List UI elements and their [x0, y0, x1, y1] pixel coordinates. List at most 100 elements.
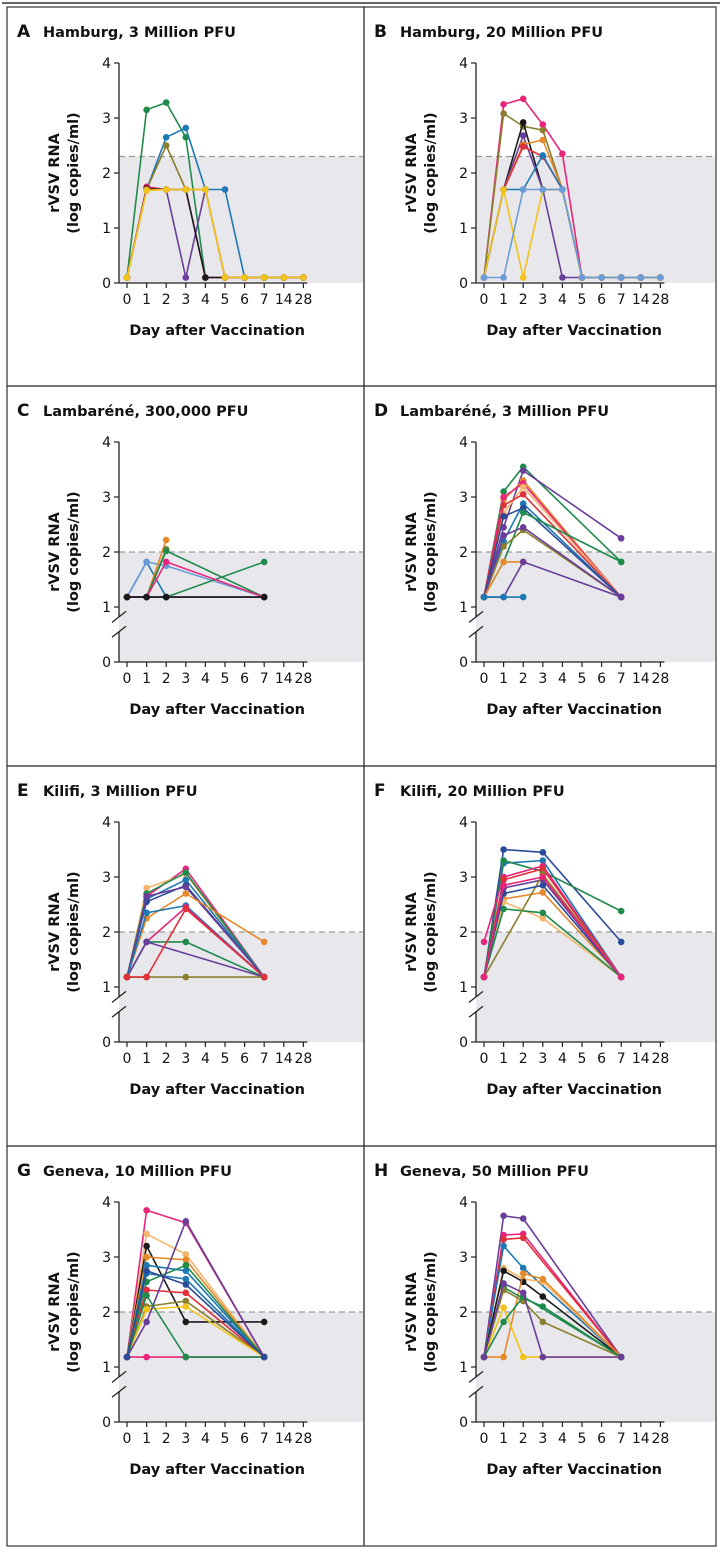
y-tick-label: 4 — [459, 435, 468, 451]
data-point — [241, 274, 248, 281]
data-point — [540, 910, 547, 917]
panel-letter: B — [374, 22, 387, 42]
y-tick-label: 0 — [459, 655, 468, 671]
data-point — [540, 1319, 547, 1326]
x-tick-label: 14 — [632, 671, 650, 687]
data-point — [143, 1354, 150, 1361]
x-tick-label: 7 — [260, 292, 269, 308]
y-axis-label: (log copies/ml) — [423, 1251, 439, 1372]
data-point — [183, 869, 190, 876]
data-point — [124, 974, 131, 981]
x-tick-label: 5 — [578, 292, 587, 308]
x-tick-label: 7 — [260, 1431, 269, 1447]
x-tick-label: 7 — [260, 671, 269, 687]
data-point — [579, 274, 586, 281]
x-tick-label: 2 — [519, 1431, 528, 1447]
x-tick-label: 2 — [519, 671, 528, 687]
data-point — [598, 274, 605, 281]
data-point — [500, 559, 507, 566]
data-point — [500, 502, 507, 509]
data-point — [500, 857, 507, 864]
data-point — [520, 467, 527, 474]
y-tick-label: 1 — [102, 600, 111, 616]
x-tick-label: 1 — [499, 671, 508, 687]
data-point — [163, 559, 170, 566]
x-tick-label: 6 — [597, 671, 606, 687]
data-point — [261, 274, 268, 281]
panel-title: Lambaréné, 300,000 PFU — [43, 404, 248, 420]
y-tick-label: 0 — [102, 276, 111, 292]
data-point — [143, 1254, 150, 1261]
data-point — [183, 1290, 190, 1297]
x-axis-label: Day after Vaccination — [486, 323, 662, 339]
x-tick-label: 3 — [181, 671, 190, 687]
y-axis-label: rVSV RNA — [47, 511, 63, 591]
x-tick-label: 14 — [632, 1431, 650, 1447]
y-tick-label: 3 — [459, 490, 468, 506]
x-tick-label: 1 — [142, 1051, 151, 1067]
x-tick-label: 3 — [181, 292, 190, 308]
x-tick-label: 6 — [597, 1051, 606, 1067]
x-axis-label: Day after Vaccination — [129, 323, 305, 339]
panel-letter: F — [374, 781, 386, 801]
data-point — [183, 939, 190, 946]
x-tick-label: 28 — [651, 1431, 669, 1447]
panel-letter: A — [17, 22, 31, 42]
data-point — [618, 535, 625, 542]
x-tick-label: 0 — [480, 1051, 489, 1067]
x-tick-label: 4 — [558, 292, 567, 308]
x-tick-label: 7 — [260, 1051, 269, 1067]
y-tick-label: 3 — [102, 870, 111, 886]
data-point — [540, 1354, 547, 1361]
data-point — [559, 151, 566, 158]
y-axis-label: rVSV RNA — [47, 1271, 63, 1351]
data-point — [618, 908, 625, 915]
x-tick-label: 1 — [499, 292, 508, 308]
y-tick-label: 0 — [102, 1035, 111, 1051]
data-point — [261, 594, 268, 601]
x-tick-label: 5 — [221, 292, 230, 308]
data-point — [520, 119, 527, 126]
data-point — [163, 186, 170, 193]
x-tick-label: 5 — [221, 1051, 230, 1067]
data-point — [559, 274, 566, 281]
data-point — [540, 1276, 547, 1283]
data-point — [540, 1293, 547, 1300]
data-point — [163, 99, 170, 106]
x-tick-label: 3 — [181, 1051, 190, 1067]
data-point — [540, 152, 547, 159]
y-tick-label: 4 — [102, 1195, 111, 1211]
x-tick-label: 5 — [221, 671, 230, 687]
panel-letter: E — [17, 781, 29, 801]
x-tick-label: 5 — [221, 1431, 230, 1447]
data-point — [500, 274, 507, 281]
x-tick-label: 5 — [578, 671, 587, 687]
data-point — [124, 274, 131, 281]
data-point — [520, 484, 527, 491]
data-point — [618, 1354, 625, 1361]
panel-d: D Lambaréné, 3 Million PFU012340 1 2 3 4 5 6 7 14… — [364, 386, 716, 766]
data-point — [143, 939, 150, 946]
panel-e: E Kilifi, 3 Million PFU012340 1 2 3 4 5 6 7 14 28D… — [7, 766, 364, 1146]
data-point — [618, 974, 625, 981]
x-tick-label: 2 — [162, 1051, 171, 1067]
data-point — [143, 1268, 150, 1275]
y-tick-label: 3 — [102, 1250, 111, 1266]
data-point — [261, 559, 268, 566]
y-tick-label: 1 — [459, 221, 468, 237]
y-tick-label: 2 — [102, 545, 111, 561]
x-tick-label: 28 — [294, 671, 312, 687]
x-tick-label: 4 — [201, 292, 210, 308]
data-point — [500, 110, 507, 117]
data-point — [657, 274, 664, 281]
x-tick-label: 6 — [597, 292, 606, 308]
data-point — [500, 494, 507, 501]
y-tick-label: 4 — [102, 56, 111, 72]
data-point — [183, 1319, 190, 1326]
data-point — [520, 1270, 527, 1277]
data-point — [281, 274, 288, 281]
y-axis-label: rVSV RNA — [404, 1271, 420, 1351]
panel-letter: D — [374, 401, 388, 421]
panel-letter: H — [374, 1161, 388, 1181]
